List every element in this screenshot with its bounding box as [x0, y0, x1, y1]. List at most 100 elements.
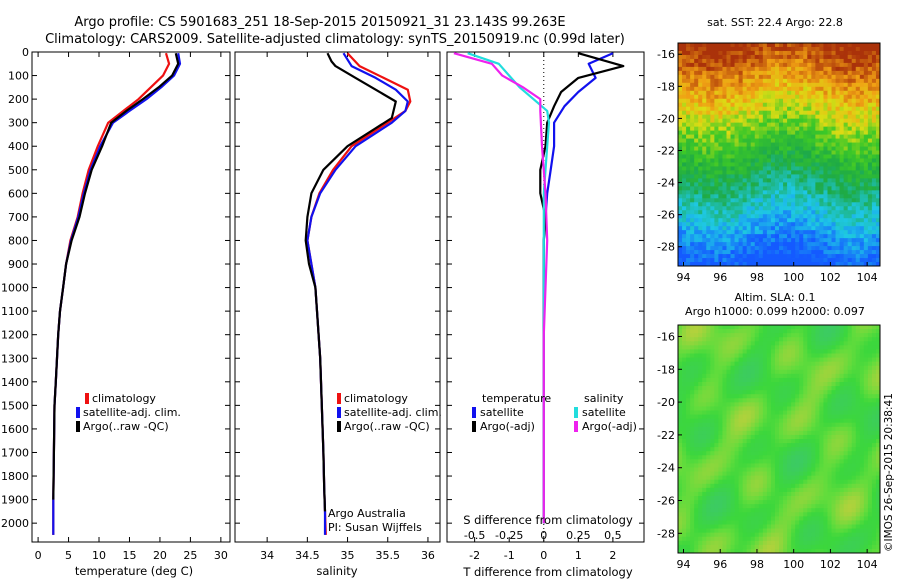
heatmap-cell [827, 382, 832, 387]
heatmap-cell [831, 94, 836, 100]
heatmap-cell [678, 50, 683, 56]
heatmap-cell [758, 70, 764, 76]
heatmap-cell [859, 50, 865, 56]
heatmap-cell [791, 166, 796, 171]
heatmap-cell [811, 122, 816, 128]
heatmap-cell [839, 126, 845, 132]
heatmap-cell [831, 467, 836, 472]
heatmap-cell [742, 198, 748, 203]
heatmap-cell [726, 254, 731, 259]
heatmap-cell [795, 377, 800, 383]
heatmap-cell [811, 386, 816, 391]
heatmap-cell [859, 146, 865, 151]
heatmap-cell [774, 150, 780, 155]
heatmap-cell [787, 70, 792, 76]
heatmap-cell [843, 333, 849, 338]
heatmap-cell [734, 262, 739, 267]
heatmap-cell [835, 74, 840, 80]
heatmap-cell [742, 345, 748, 350]
heatmap-cell [867, 94, 873, 100]
heatmap-cell [738, 455, 744, 460]
heatmap-cell [750, 434, 756, 440]
heatmap-cell [678, 451, 683, 456]
heatmap-cell [819, 182, 824, 187]
heatmap-cell [811, 439, 816, 444]
heatmap-cell [875, 90, 881, 96]
heatmap-cell [726, 325, 731, 330]
heatmap-cell [811, 106, 816, 112]
heatmap-cell [875, 386, 881, 391]
heatmap-cell [795, 398, 800, 403]
heatmap-cell [766, 134, 772, 139]
heatmap-cell [831, 394, 836, 399]
heatmap-cell [690, 74, 695, 80]
heatmap-cell [835, 451, 840, 456]
heatmap-cell [710, 150, 715, 155]
heatmap-cell [815, 418, 820, 424]
heatmap-cell [803, 333, 808, 338]
heatmap-cell [807, 150, 812, 155]
heatmap-cell [863, 333, 869, 338]
heatmap-cell [827, 122, 832, 128]
heatmap-cell [682, 471, 687, 477]
heatmap-cell [758, 122, 764, 128]
heatmap-cell [823, 62, 828, 68]
heatmap-cell [750, 443, 756, 448]
heatmap-cell [730, 390, 735, 395]
heatmap-cell [686, 459, 691, 464]
heatmap-cell [774, 174, 780, 179]
heatmap-cell [698, 414, 703, 420]
heatmap-cell [698, 130, 703, 135]
heatmap-cell [734, 439, 739, 444]
heatmap-cell [783, 182, 788, 187]
heatmap-cell [774, 66, 780, 72]
heatmap-cell [762, 377, 768, 383]
map-y-tick-label: -16 [657, 48, 675, 61]
heatmap-cell [754, 222, 760, 227]
heatmap-cell [839, 242, 845, 247]
heatmap-cell [746, 242, 752, 247]
heatmap-cell [831, 102, 836, 108]
heatmap-cell [718, 361, 723, 367]
heatmap-cell [722, 70, 727, 76]
heatmap-cell [766, 166, 772, 171]
heatmap-cell [702, 178, 707, 183]
heatmap-cell [807, 373, 812, 379]
heatmap-cell [702, 154, 707, 159]
heatmap-cell [714, 46, 719, 52]
heatmap-cell [746, 158, 752, 163]
heatmap-cell [827, 333, 832, 338]
heatmap-cell [863, 150, 869, 155]
heatmap-cell [774, 98, 780, 104]
heatmap-cell [746, 90, 752, 96]
heatmap-cell [859, 150, 865, 155]
heatmap-cell [779, 58, 784, 64]
heatmap-cell [811, 158, 816, 163]
heatmap-cell [718, 106, 723, 112]
heatmap-cell [770, 190, 776, 195]
heatmap-cell [803, 186, 808, 191]
heatmap-cell [871, 258, 877, 263]
heatmap-cell [847, 146, 853, 151]
heatmap-cell [746, 410, 752, 415]
heatmap-cell [738, 43, 744, 48]
heatmap-cell [738, 74, 744, 80]
heatmap-cell [807, 182, 812, 187]
heatmap-cell [807, 357, 812, 363]
heatmap-cell [758, 242, 764, 247]
heatmap-cell [742, 58, 748, 64]
heatmap-cell [779, 262, 784, 267]
heatmap-cell [783, 406, 788, 411]
heatmap-cell [783, 186, 788, 191]
heatmap-cell [875, 439, 881, 444]
heatmap-cell [754, 337, 760, 342]
heatmap-cell [710, 463, 715, 468]
heatmap-cell [791, 333, 796, 338]
heatmap-cell [823, 202, 828, 207]
heatmap-cell [815, 82, 820, 88]
heatmap-cell [742, 455, 748, 460]
heatmap-cell [867, 365, 873, 371]
sal-satellite-line [467, 52, 551, 524]
heatmap-cell [730, 186, 735, 191]
heatmap-cell [714, 102, 719, 108]
